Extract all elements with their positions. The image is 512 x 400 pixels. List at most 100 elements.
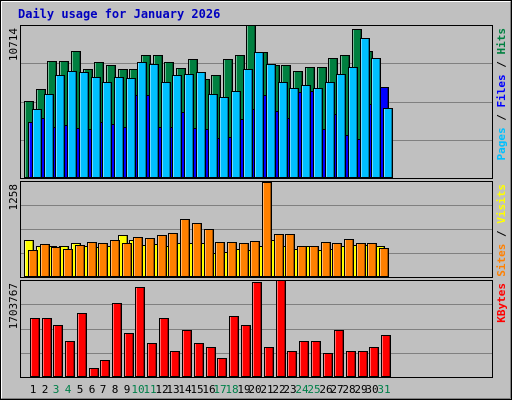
bar-pages-day-6	[91, 77, 101, 178]
bar-kbytes-day-16	[206, 347, 216, 377]
bar-sites-day-18	[227, 242, 237, 277]
bar-sites-day-2	[40, 244, 50, 277]
legend-item: /	[495, 55, 508, 75]
bar-sites-day-20	[250, 241, 260, 277]
x-tick-label-day-26: 26	[319, 383, 332, 396]
x-tick-label-day-8: 8	[112, 383, 119, 396]
x-tick-label-day-28: 28	[342, 383, 355, 396]
scale-label-kbytes: 1703767	[7, 283, 20, 329]
legend-item: Files	[495, 74, 508, 107]
bar-kbytes-day-14	[182, 330, 192, 377]
bar-kbytes-day-29	[358, 351, 368, 377]
bar-kbytes-day-23	[287, 351, 297, 377]
bar-sites-day-27	[332, 243, 342, 277]
bar-pages-day-11	[149, 64, 159, 178]
bar-kbytes-day-11	[147, 343, 157, 377]
scale-label-visits-sites: 1258	[7, 184, 20, 211]
bar-pages-day-21	[266, 64, 276, 178]
bars-hits-files-pages	[24, 25, 393, 178]
panel-hits-files-pages: 10714 Pages / Files / Hits	[7, 25, 508, 179]
x-tick-label-day-5: 5	[77, 383, 84, 396]
legend-kbytes: KBytes	[495, 283, 508, 323]
bar-pages-day-3	[55, 75, 65, 178]
bar-pages-day-18	[231, 91, 241, 178]
x-tick-label-day-12: 12	[155, 383, 168, 396]
bar-pages-day-4	[67, 71, 77, 178]
bar-kbytes-day-19	[241, 325, 251, 377]
bar-sites-day-4	[63, 249, 73, 277]
x-tick-label-day-1: 1	[30, 383, 37, 396]
bars-visits-sites	[24, 182, 389, 277]
x-tick-label-day-4: 4	[65, 383, 72, 396]
bar-sites-day-28	[344, 239, 354, 277]
bar-pages-day-2	[44, 94, 54, 178]
bar-pages-day-15	[196, 72, 206, 178]
x-tick-label-day-13: 13	[166, 383, 179, 396]
bar-sites-day-24	[297, 246, 307, 277]
x-tick-label-day-29: 29	[354, 383, 367, 396]
x-tick-label-day-10: 10	[131, 383, 144, 396]
x-tick-label-day-25: 25	[307, 383, 320, 396]
x-axis-labels: 1 2 3 4 5 6 7 8 9 1011121314151617181920212223242…	[30, 383, 391, 396]
bar-sites-day-22	[274, 234, 284, 277]
bar-sites-day-1	[28, 250, 38, 277]
bar-kbytes-day-3	[53, 325, 63, 377]
bar-pages-day-24	[301, 85, 311, 178]
bar-kbytes-day-7	[100, 360, 110, 377]
bar-pages-day-7	[102, 82, 112, 178]
x-tick-label-day-24: 24	[295, 383, 309, 396]
bar-kbytes-day-31	[381, 335, 391, 377]
x-tick-label-day-7: 7	[100, 383, 107, 396]
x-tick-label-day-31: 31	[377, 383, 390, 396]
bar-pages-day-12	[161, 82, 171, 178]
bar-pages-day-13	[172, 75, 182, 178]
bar-kbytes-day-20	[252, 282, 262, 377]
legend-item: Pages	[495, 127, 508, 160]
legend-item: Sites	[495, 244, 508, 277]
x-tick-label-day-20: 20	[248, 383, 261, 396]
x-tick-label-day-18: 18	[225, 383, 238, 396]
bar-kbytes-day-17	[217, 358, 227, 377]
bar-sites-day-30	[367, 243, 377, 277]
bar-sites-day-25	[309, 246, 319, 277]
bar-sites-day-6	[87, 242, 97, 277]
x-tick-label-day-21: 21	[260, 383, 273, 396]
x-tick-label-day-14: 14	[178, 383, 192, 396]
bar-sites-day-12	[157, 235, 167, 277]
bar-sites-day-9	[122, 243, 132, 277]
legend-item: /	[495, 224, 508, 244]
x-tick-label-day-27: 27	[330, 383, 343, 396]
bar-sites-day-8	[110, 240, 120, 277]
bar-pages-day-27	[336, 74, 346, 178]
bar-sites-day-23	[285, 234, 295, 277]
bar-sites-day-7	[98, 243, 108, 277]
bar-pages-day-20	[254, 52, 264, 178]
bar-pages-day-17	[219, 97, 229, 178]
legend-item: Hits	[495, 28, 508, 55]
bars-kbytes	[30, 280, 391, 377]
x-tick-label-day-9: 9	[124, 383, 131, 396]
bar-kbytes-day-25	[311, 341, 321, 377]
panel-kbytes: 1703767 KBytes	[7, 280, 508, 378]
bar-pages-day-14	[184, 74, 194, 178]
x-tick-label-day-2: 2	[42, 383, 49, 396]
bar-pages-day-5	[79, 72, 89, 178]
bar-pages-day-1	[32, 109, 42, 178]
bar-kbytes-day-22	[276, 280, 286, 377]
legend-visits-sites: Sites / Visits	[495, 184, 508, 277]
x-tick-label-day-19: 19	[237, 383, 250, 396]
bar-kbytes-day-5	[77, 313, 87, 377]
legend-hits-files-pages: Pages / Files / Hits	[495, 28, 508, 161]
x-tick-label-day-17: 17	[213, 383, 226, 396]
bar-kbytes-day-12	[159, 318, 169, 377]
bar-kbytes-day-18	[229, 316, 239, 377]
bar-sites-day-15	[192, 223, 202, 277]
bar-pages-day-26	[325, 82, 335, 178]
x-tick-label-day-16: 16	[202, 383, 215, 396]
bar-pages-day-22	[278, 82, 288, 178]
bar-sites-day-13	[168, 233, 178, 277]
bar-kbytes-day-13	[170, 351, 180, 377]
bar-kbytes-day-2	[42, 318, 52, 377]
bar-pages-day-10	[137, 62, 147, 178]
